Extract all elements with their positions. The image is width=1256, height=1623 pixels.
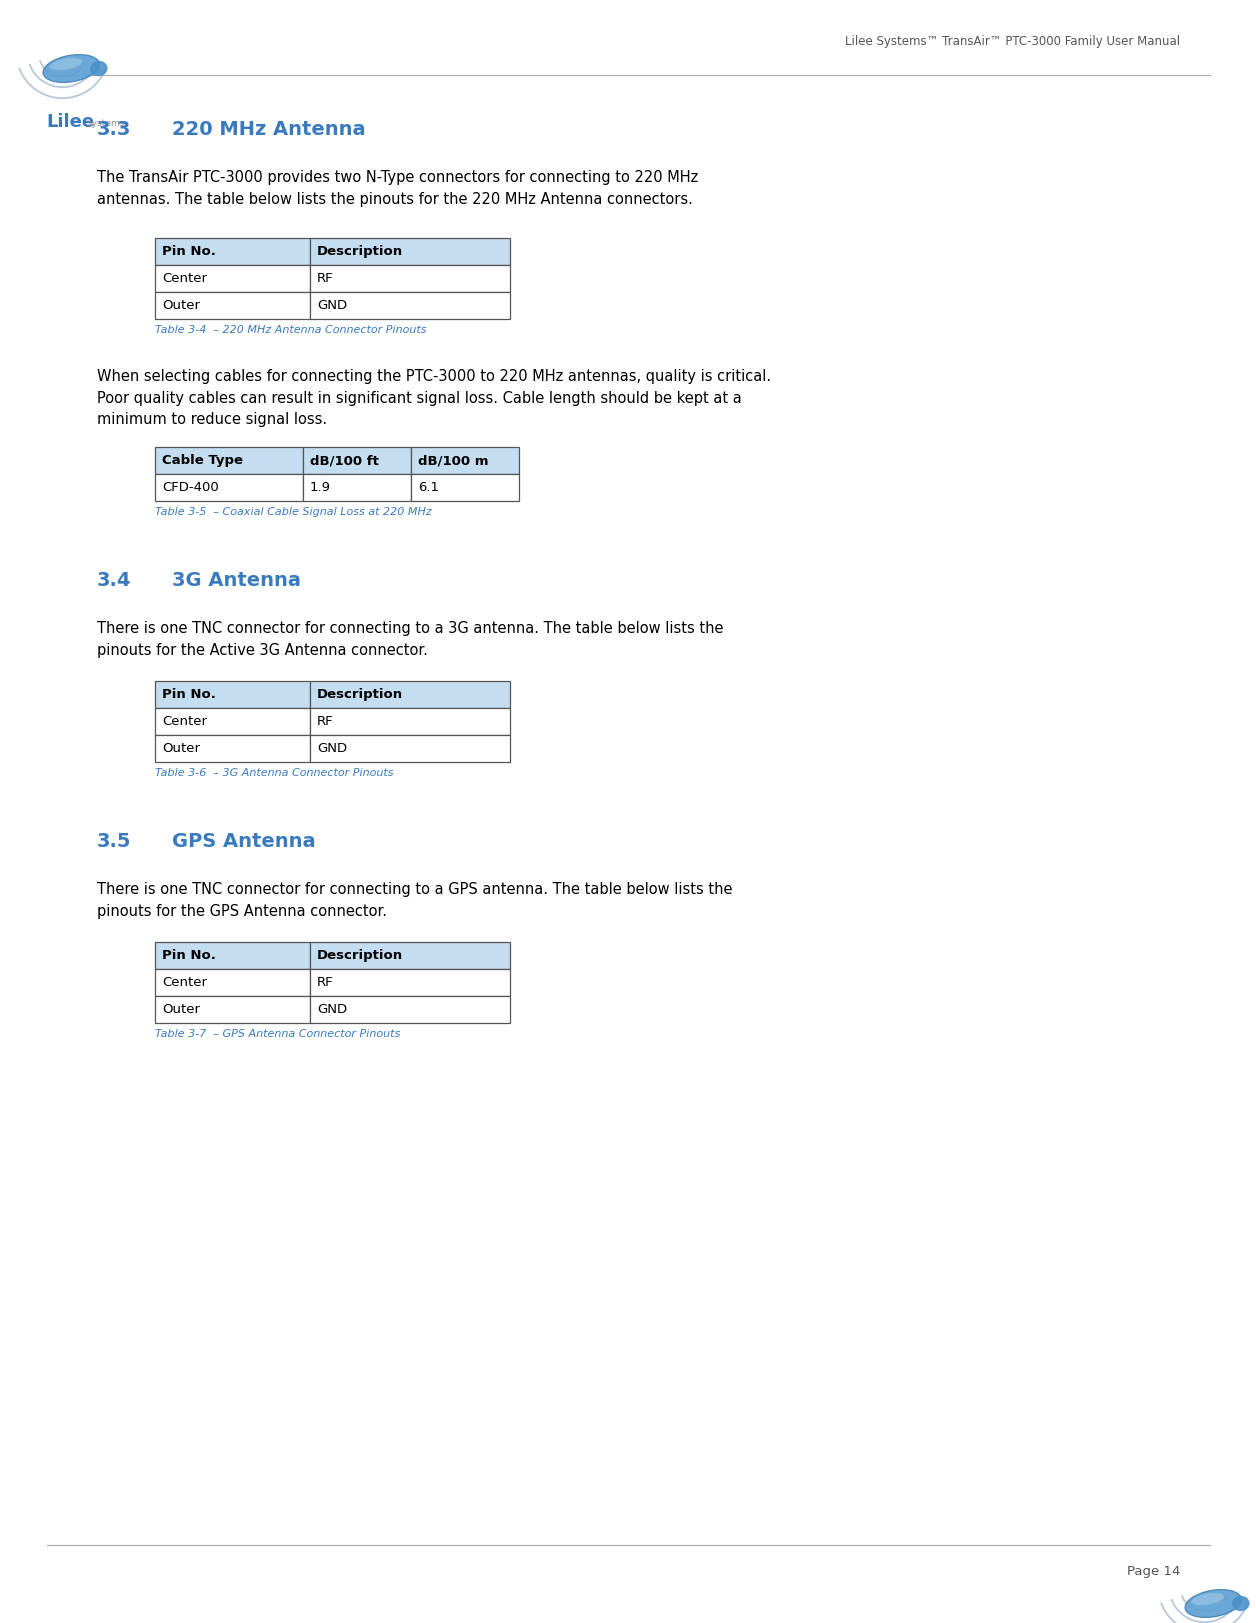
Ellipse shape [90,60,108,76]
Bar [154,474,303,502]
Bar [154,239,310,265]
Bar [310,941,510,969]
Text: Table 3-6  – 3G Antenna Connector Pinouts: Table 3-6 – 3G Antenna Connector Pinouts [154,768,393,777]
Bar [154,969,310,997]
Text: Table 3-5  – Coaxial Cable Signal Loss at 220 MHz: Table 3-5 – Coaxial Cable Signal Loss at… [154,506,432,518]
Bar [310,708,510,735]
Ellipse shape [1232,1595,1250,1612]
Text: Outer: Outer [162,299,200,312]
Text: Outer: Outer [162,1003,200,1016]
Bar [411,474,519,502]
Text: dB/100 ft: dB/100 ft [310,454,379,467]
Text: There is one TNC connector for connecting to a 3G antenna. The table below lists: There is one TNC connector for connectin… [97,622,723,657]
Ellipse shape [1186,1589,1242,1618]
Bar [303,474,411,502]
Ellipse shape [1192,1592,1225,1605]
Bar [310,735,510,763]
Text: Description: Description [317,245,403,258]
Text: GND: GND [317,299,347,312]
Text: Center: Center [162,716,207,729]
Text: 3G Antenna: 3G Antenna [172,571,301,591]
Bar [310,997,510,1022]
Text: There is one TNC connector for connecting to a GPS antenna. The table below list: There is one TNC connector for connectin… [97,881,732,919]
Text: RF: RF [317,716,334,729]
Text: GPS Antenna: GPS Antenna [172,833,315,850]
Text: Description: Description [317,688,403,701]
Text: CFD-400: CFD-400 [162,480,219,493]
Bar [411,446,519,474]
Text: Pin No.: Pin No. [162,688,216,701]
Text: Cable Type: Cable Type [162,454,242,467]
Text: 1.9: 1.9 [310,480,332,493]
Bar [154,292,310,320]
Text: 3.5: 3.5 [97,833,132,850]
Text: The TransAir PTC-3000 provides two N-Type connectors for connecting to 220 MHz
a: The TransAir PTC-3000 provides two N-Typ… [97,170,698,206]
Bar [310,969,510,997]
Text: Lilee: Lilee [46,114,94,131]
Text: Center: Center [162,975,207,988]
Text: Pin No.: Pin No. [162,245,216,258]
Text: systems: systems [88,118,126,128]
Bar [154,941,310,969]
Text: GND: GND [317,1003,347,1016]
Bar [310,292,510,320]
Bar [154,682,310,708]
Text: GND: GND [317,742,347,755]
Bar [154,708,310,735]
Text: When selecting cables for connecting the PTC-3000 to 220 MHz antennas, quality i: When selecting cables for connecting the… [97,368,771,427]
Bar [154,446,303,474]
Bar [310,265,510,292]
Text: 6.1: 6.1 [418,480,440,493]
Text: Center: Center [162,273,207,286]
Text: Description: Description [317,949,403,962]
Text: 3.4: 3.4 [97,571,132,591]
Ellipse shape [43,55,99,83]
Text: RF: RF [317,975,334,988]
Text: Table 3-4  – 220 MHz Antenna Connector Pinouts: Table 3-4 – 220 MHz Antenna Connector Pi… [154,325,427,334]
Text: 3.3: 3.3 [97,120,132,140]
Text: 220 MHz Antenna: 220 MHz Antenna [172,120,365,140]
Ellipse shape [49,58,82,70]
Text: Pin No.: Pin No. [162,949,216,962]
Bar [310,239,510,265]
Text: RF: RF [317,273,334,286]
Bar [154,265,310,292]
Bar [154,735,310,763]
Bar [303,446,411,474]
Bar [310,682,510,708]
Bar [154,997,310,1022]
Text: dB/100 m: dB/100 m [418,454,489,467]
Text: Page 14: Page 14 [1127,1565,1179,1578]
Text: Table 3-7  – GPS Antenna Connector Pinouts: Table 3-7 – GPS Antenna Connector Pinout… [154,1029,401,1039]
Text: Outer: Outer [162,742,200,755]
Text: Lilee Systems™ TransAir™ PTC-3000 Family User Manual: Lilee Systems™ TransAir™ PTC-3000 Family… [845,36,1179,49]
